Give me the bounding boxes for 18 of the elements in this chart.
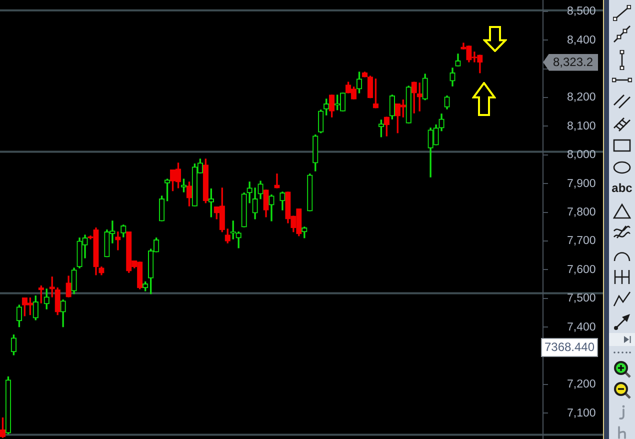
y-tick-label: 7,900 (567, 178, 596, 190)
y-tick-label: 8,000 (567, 149, 596, 162)
y-tick-label: 7,800 (567, 206, 596, 218)
y-tick-label: 7,500 (567, 292, 596, 305)
y-tick-label: 7,200 (567, 378, 596, 391)
y-tick-label: 7,700 (567, 235, 596, 248)
y-tick-label: 7,400 (567, 321, 596, 334)
text: abc (610, 181, 634, 195)
y-tick-label: 8,400 (567, 34, 596, 46)
y-tick-label: 8,500 (567, 6, 596, 18)
candlestick (274, 174, 280, 188)
candlestick (246, 182, 252, 204)
y-tick-label: 8,200 (567, 92, 596, 104)
y-tick-label: 7,600 (567, 264, 596, 276)
y-tick-label: 7,100 (567, 407, 596, 420)
text: 8,323.2 (553, 54, 594, 71)
candlestick (115, 232, 121, 250)
y-tick-label: 8,100 (567, 120, 596, 132)
